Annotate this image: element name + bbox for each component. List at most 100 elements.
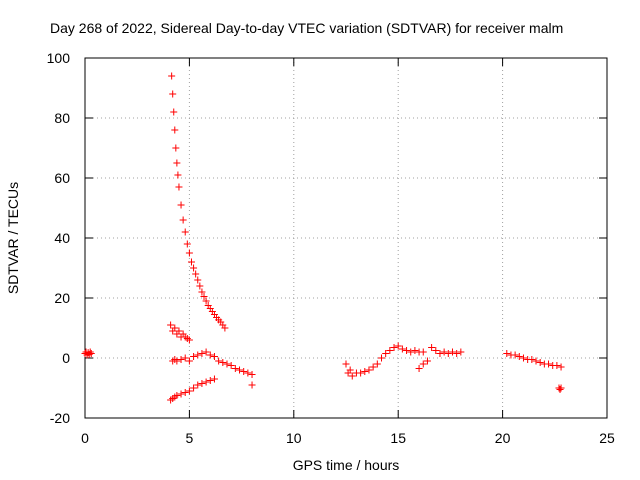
series-outlier-8h bbox=[248, 381, 256, 389]
data-point bbox=[553, 362, 561, 369]
data-point bbox=[173, 392, 181, 399]
data-point bbox=[173, 357, 181, 365]
data-point bbox=[196, 282, 204, 290]
y-ticks: -20 0 20 40 60 80 100 bbox=[47, 50, 607, 426]
x-tick-label: 20 bbox=[495, 430, 511, 446]
data-point bbox=[361, 368, 369, 375]
data-point bbox=[398, 345, 406, 353]
data-point bbox=[177, 356, 185, 363]
data-point bbox=[432, 347, 440, 354]
data-point bbox=[403, 347, 411, 354]
data-point bbox=[202, 297, 210, 305]
data-point bbox=[244, 369, 252, 377]
data-point bbox=[369, 363, 377, 371]
data-point bbox=[236, 366, 244, 374]
data-point bbox=[194, 276, 202, 284]
data-point bbox=[407, 348, 415, 356]
series-steep-decline bbox=[168, 72, 229, 332]
data-point bbox=[194, 381, 202, 389]
data-point bbox=[515, 353, 523, 360]
data-point bbox=[173, 159, 181, 167]
data-point bbox=[175, 327, 183, 335]
data-point bbox=[181, 389, 189, 396]
data-point bbox=[528, 356, 536, 363]
data-point bbox=[183, 240, 191, 248]
series-start-cluster bbox=[81, 348, 95, 359]
data-point bbox=[190, 264, 198, 272]
data-point bbox=[557, 363, 565, 371]
data-point bbox=[545, 360, 553, 368]
x-tick-label: 25 bbox=[599, 430, 615, 446]
data-point bbox=[377, 354, 385, 362]
data-point bbox=[415, 365, 423, 372]
y-tick-label: 60 bbox=[54, 170, 70, 186]
data-point bbox=[511, 351, 519, 359]
data-point bbox=[174, 171, 182, 179]
data-point bbox=[210, 353, 218, 360]
data-point bbox=[440, 348, 448, 356]
data-point bbox=[171, 126, 179, 134]
data-point bbox=[206, 377, 214, 384]
data-point bbox=[202, 378, 210, 386]
data-point bbox=[248, 371, 256, 378]
grid bbox=[85, 58, 607, 418]
y-tick-label: 80 bbox=[54, 110, 70, 126]
data-point bbox=[419, 348, 427, 356]
x-tick-label: 0 bbox=[81, 430, 89, 446]
data-point bbox=[532, 357, 540, 365]
data-point bbox=[536, 359, 544, 366]
data-point bbox=[210, 375, 218, 383]
data-point bbox=[198, 350, 206, 357]
series-early-branch bbox=[167, 321, 193, 344]
series-afternoon-cluster bbox=[415, 344, 465, 372]
data-point bbox=[444, 350, 452, 357]
data-point bbox=[190, 353, 198, 360]
data-point bbox=[175, 183, 183, 191]
data-point bbox=[394, 342, 402, 350]
data-point bbox=[365, 366, 373, 374]
x-axis-label: GPS time / hours bbox=[293, 457, 400, 473]
data-point bbox=[231, 365, 239, 372]
data-point bbox=[171, 324, 179, 332]
data-point bbox=[185, 249, 193, 257]
data-point bbox=[168, 72, 176, 80]
series-midday-arc bbox=[342, 342, 427, 380]
chart-title: Day 268 of 2022, Sidereal Day-to-day VTE… bbox=[50, 20, 563, 36]
data-point bbox=[428, 344, 436, 351]
data-point bbox=[453, 350, 461, 357]
y-tick-label: 40 bbox=[54, 230, 70, 246]
data-point bbox=[167, 321, 175, 329]
data-point bbox=[423, 357, 431, 365]
data-point bbox=[373, 360, 381, 368]
series-evening-decline bbox=[503, 350, 565, 371]
data-point bbox=[556, 386, 564, 393]
data-point bbox=[177, 390, 185, 398]
x-tick-label: 10 bbox=[286, 430, 302, 446]
data-point bbox=[221, 324, 229, 332]
data-points bbox=[81, 72, 565, 404]
data-point bbox=[200, 293, 208, 300]
data-point bbox=[219, 359, 227, 366]
data-point bbox=[457, 348, 465, 356]
data-point bbox=[190, 384, 198, 392]
data-point bbox=[87, 350, 95, 357]
data-point bbox=[198, 380, 206, 387]
data-point bbox=[557, 384, 565, 392]
data-point bbox=[206, 351, 214, 359]
y-tick-label: 20 bbox=[54, 290, 70, 306]
data-point bbox=[215, 357, 223, 365]
x-tick-label: 5 bbox=[186, 430, 194, 446]
data-point bbox=[419, 360, 427, 368]
x-tick-label: 15 bbox=[390, 430, 406, 446]
data-point bbox=[357, 369, 365, 377]
data-point bbox=[223, 360, 231, 368]
data-point bbox=[346, 366, 354, 374]
y-axis-label: SDTVAR / TECUs bbox=[5, 182, 21, 294]
data-point bbox=[194, 351, 202, 359]
data-point bbox=[181, 228, 189, 236]
data-point bbox=[348, 372, 356, 380]
data-point bbox=[390, 344, 398, 351]
data-point bbox=[386, 347, 394, 354]
data-point bbox=[342, 360, 350, 368]
